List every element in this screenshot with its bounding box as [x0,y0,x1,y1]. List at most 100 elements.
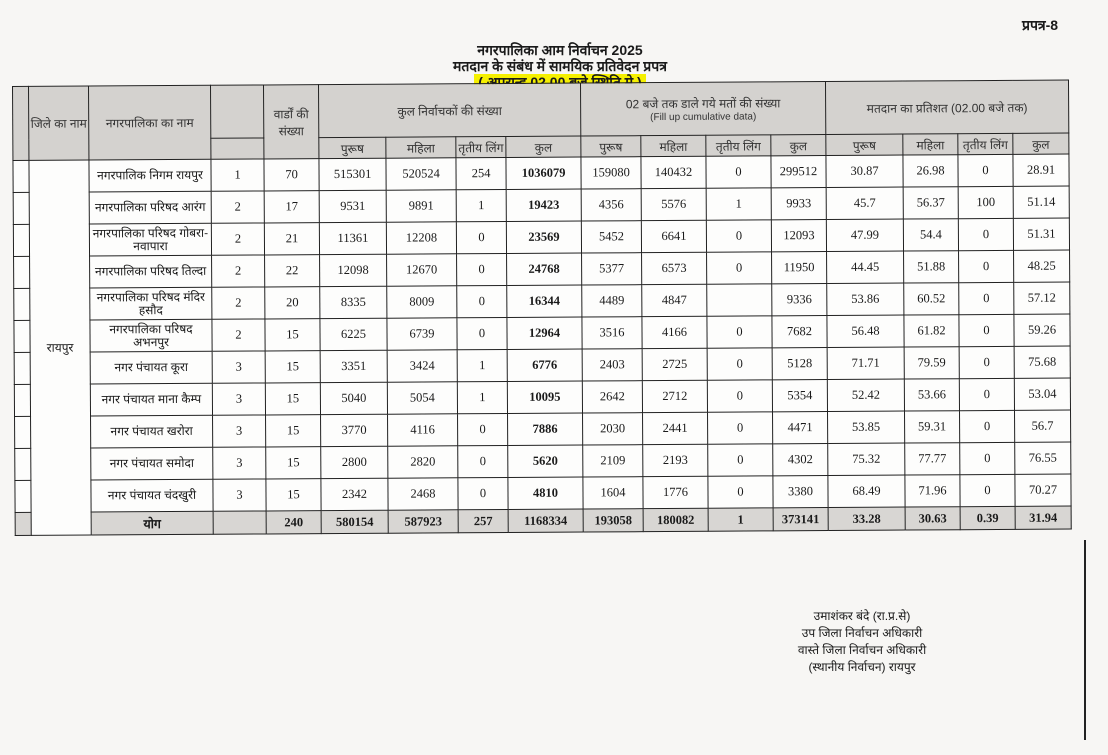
total-value-cell: 1168334 [508,509,584,533]
form-number: प्रपत्र-8 [1022,17,1059,33]
value-cell: 6225 [319,318,388,351]
value-cell: 9933 [771,187,827,220]
value-cell: 2800 [320,446,388,479]
value-cell: 17 [264,190,320,223]
value-cell: 71.96 [904,474,961,508]
value-cell: 47.99 [826,219,904,252]
total-label: योग [91,511,214,536]
value-cell: 159080 [580,156,642,190]
value-cell: 5128 [772,347,828,380]
serial-cell [15,512,32,536]
value-cell: 44.45 [826,251,904,284]
municipality-name-cell: नगर पंचायत माना कैम्प [90,383,213,417]
value-cell: 6776 [507,349,583,382]
value-cell: 75.32 [827,443,905,476]
value-cell: 57.12 [1013,282,1070,315]
value-cell: 4471 [772,411,828,444]
value-cell: 1 [457,381,508,414]
value-cell: 0 [456,285,507,318]
value-cell: 77.77 [904,442,960,476]
value-cell: 56.48 [826,315,905,348]
value-cell: 2 [211,254,265,288]
value-cell: 4302 [772,443,828,476]
serial-cell [14,416,31,449]
percent-total-header: कुल [1012,133,1069,155]
percent-header: मतदान का प्रतिशत (02.00 बजे तक) [825,80,1069,135]
value-cell: 0 [958,282,1014,315]
electors-total-header: कुल [505,136,581,158]
value-cell: 70.27 [1014,474,1072,507]
municipality-name-cell: नगरपालिका परिषद तिल्दा [89,255,212,289]
value-cell: 15 [264,318,321,351]
value-cell: 3380 [772,475,829,508]
electors-female-header: महिला [385,136,456,159]
municipality-name-cell: नगरपालिका परिषद गोबरा-नवापारा [89,223,212,257]
total-value-cell [213,510,267,535]
value-cell: 53.86 [826,283,904,316]
value-cell: 0 [457,477,509,510]
value-cell: 1776 [642,476,709,509]
municipality-name-cell: नगर पंचायत कूरा [90,351,213,385]
value-cell: 3351 [320,350,388,383]
signatory-title: उप जिला निर्वाचन अधिकारी [801,626,923,640]
page-edge [1084,540,1086,740]
value-cell: 70 [263,158,320,191]
value-cell: 100 [958,186,1014,219]
value-cell: 299512 [770,155,827,188]
document-title: नगरपालिका आम निर्वाचन 2025 [477,42,643,58]
value-cell: 9891 [386,189,457,223]
value-cell: 76.55 [1014,442,1071,475]
value-cell: 1 [456,189,507,222]
electors-third-header: तृतीय लिंग [455,136,506,158]
value-cell: 2 [211,286,265,320]
value-cell: 54.4 [903,218,959,252]
value-cell: 53.66 [904,378,960,412]
value-cell: 2193 [642,444,708,477]
percent-third-header: तृतीय लिंग [957,133,1013,155]
value-cell: 6739 [386,317,458,351]
value-cell [706,283,772,317]
value-cell: 4489 [581,284,642,318]
value-cell: 2820 [387,445,458,479]
value-cell: 5377 [581,252,642,286]
value-cell: 4166 [641,316,708,349]
value-cell: 79.59 [904,346,960,380]
value-cell: 71.71 [827,347,905,380]
value-cell: 2441 [642,412,708,445]
value-cell: 1036079 [505,157,582,190]
electors-header: कुल निर्वाचकों की संख्या [318,83,581,138]
value-cell: 1604 [582,476,644,510]
value-cell: 0 [456,317,508,350]
total-value-cell: 580154 [321,510,389,534]
value-cell: 0 [707,411,773,445]
value-cell: 59.26 [1013,314,1071,347]
value-cell: 7682 [771,315,828,348]
value-cell: 0 [456,253,507,286]
serial-cell [13,192,30,225]
value-cell: 12098 [319,254,387,287]
votes-female-header: महिला [640,135,706,157]
value-cell: 30.87 [825,155,904,188]
value-cell: 2030 [582,412,643,446]
serial-cell [13,320,31,353]
municipality-name-cell: नगरपालिका परिषद अभनपुर [89,319,213,353]
value-cell: 3 [212,350,266,384]
value-cell: 0 [958,218,1014,251]
value-cell: 4356 [581,188,642,222]
value-cell: 515301 [318,158,387,191]
value-cell: 12093 [771,219,827,252]
value-cell: 7886 [507,413,583,446]
value-cell: 4847 [641,284,707,317]
value-cell: 68.49 [827,475,906,508]
total-value-cell: 373141 [773,507,829,531]
value-cell: 1 [210,158,265,192]
value-cell: 2468 [387,477,459,511]
value-cell: 2342 [320,478,389,511]
value-cell: 3 [212,382,266,416]
votes-header: 02 बजे तक डाले गये मतों की संख्या (Fill u… [580,81,826,137]
value-cell: 15 [265,382,321,415]
value-cell: 75.68 [1014,346,1071,379]
value-cell: 56.37 [903,186,959,220]
value-cell: 0 [707,347,773,381]
value-cell: 51.14 [1013,186,1070,219]
